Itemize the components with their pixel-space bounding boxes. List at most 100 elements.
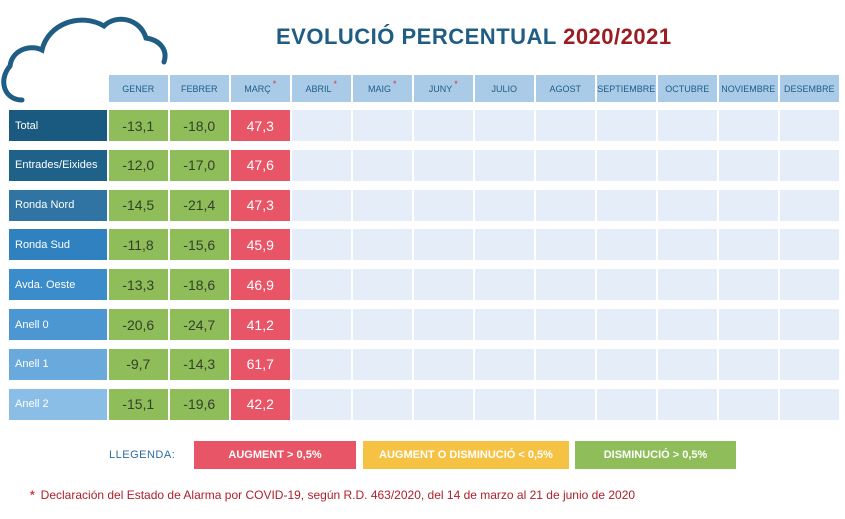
table-cell: [353, 309, 412, 340]
column-header-febrer: FEBRER: [170, 75, 229, 102]
table-cell: [597, 149, 656, 181]
table-cell: -12,0: [109, 149, 168, 181]
table-cell: [475, 388, 534, 420]
table-cell: [475, 149, 534, 181]
table-cell: [475, 269, 534, 301]
page-title: EVOLUCIÓ PERCENTUAL 2020/2021: [276, 24, 672, 50]
row-label-anell-1: Anell 1: [9, 348, 107, 380]
table-cell: 47,3: [231, 110, 290, 141]
table-cell: [536, 149, 595, 181]
table-cell: [536, 229, 595, 261]
table-cell: [292, 309, 351, 340]
table-cell: -13,1: [109, 110, 168, 141]
table-cell: [292, 149, 351, 181]
footnote: * Declaración del Estado de Alarma por CO…: [30, 488, 635, 502]
table-cell: [719, 309, 778, 340]
column-header-label: AGOST: [549, 83, 581, 94]
table-cell: [597, 388, 656, 420]
table-cell: [780, 229, 839, 261]
table-cell: [658, 309, 717, 340]
table-cell: -11,8: [109, 229, 168, 261]
table-cell: [414, 388, 473, 420]
table-cell: -20,6: [109, 309, 168, 340]
column-header-label: ABRIL: [305, 83, 332, 94]
column-header-desembre: DESEMBRE: [780, 75, 839, 102]
column-header-noviembre: NOVIEMBRE: [719, 75, 778, 102]
table-cell: -24,7: [170, 309, 229, 340]
table-cell: [292, 110, 351, 141]
table-cell: [475, 229, 534, 261]
table-cell: [719, 110, 778, 141]
table-cell: [780, 189, 839, 221]
table-cell: [597, 269, 656, 301]
table-cell: [719, 229, 778, 261]
table-cell: [475, 189, 534, 221]
table-cell: [536, 110, 595, 141]
table-cell: [658, 149, 717, 181]
table-cell: [536, 269, 595, 301]
table-cell: 47,3: [231, 189, 290, 221]
table-cell: -9,7: [109, 348, 168, 380]
table-cell: -21,4: [170, 189, 229, 221]
column-header-julio: JULIO: [475, 75, 534, 102]
table-cell: [658, 348, 717, 380]
column-header-octubre: OCTUBRE: [658, 75, 717, 102]
table-cell: [658, 388, 717, 420]
column-header-label: DESEMBRE: [783, 83, 835, 94]
table-cell: [353, 110, 412, 141]
table-cell: -14,5: [109, 189, 168, 221]
legend-label: LLEGENDA:: [109, 449, 176, 461]
legend-decrease: DISMINUCIÓ > 0,5%: [575, 441, 736, 469]
table-cell: [475, 309, 534, 340]
table-cell: -15,1: [109, 388, 168, 420]
table-cell: [536, 348, 595, 380]
table-cell: 61,7: [231, 348, 290, 380]
table-cell: [292, 388, 351, 420]
table-cell: [536, 189, 595, 221]
table-cell: [414, 149, 473, 181]
table-cell: [536, 309, 595, 340]
table-cell: 41,2: [231, 309, 290, 340]
table-cell: -14,3: [170, 348, 229, 380]
title-main: EVOLUCIÓ PERCENTUAL: [276, 24, 557, 49]
table-cell: [658, 229, 717, 261]
table-cell: [353, 189, 412, 221]
table-cell: -18,0: [170, 110, 229, 141]
table-cell: [597, 189, 656, 221]
table-cell: 45,9: [231, 229, 290, 261]
table-cell: [353, 149, 412, 181]
column-header-label: MARÇ: [244, 83, 271, 94]
column-header-label: JUNY: [428, 83, 453, 94]
footnote-star: *: [30, 488, 35, 502]
table-cell: [780, 348, 839, 380]
table-cell: [597, 229, 656, 261]
column-header-agost: AGOST: [536, 75, 595, 102]
table-cell: [353, 348, 412, 380]
table-cell: [475, 110, 534, 141]
table-cell: [780, 269, 839, 301]
table-cell: [353, 229, 412, 261]
table-cell: [780, 110, 839, 141]
table-cell: [780, 309, 839, 340]
asterisk-marker: *: [454, 78, 458, 89]
legend-neutral: AUGMENT O DISMINUCIÓ < 0,5%: [363, 441, 569, 469]
table-cell: [414, 110, 473, 141]
row-label-ronda-nord: Ronda Nord: [9, 189, 107, 221]
column-header-abril: ABRIL *: [292, 75, 351, 102]
table-cell: 46,9: [231, 269, 290, 301]
table-cell: [719, 269, 778, 301]
asterisk-marker: *: [393, 78, 397, 89]
table-cell: [597, 348, 656, 380]
cloud-icon: [1, 16, 168, 103]
column-header-gener: GENER: [109, 75, 168, 102]
column-header-marc: MARÇ *: [231, 75, 290, 102]
row-label-anell-2: Anell 2: [9, 388, 107, 420]
table-cell: [353, 388, 412, 420]
table-cell: [414, 348, 473, 380]
table-cell: [597, 309, 656, 340]
table-cell: [292, 348, 351, 380]
asterisk-marker: *: [272, 78, 277, 89]
column-header-septiembre: SEPTIEMBRE: [597, 75, 656, 102]
table-cell: [780, 388, 839, 420]
table-cell: [536, 388, 595, 420]
